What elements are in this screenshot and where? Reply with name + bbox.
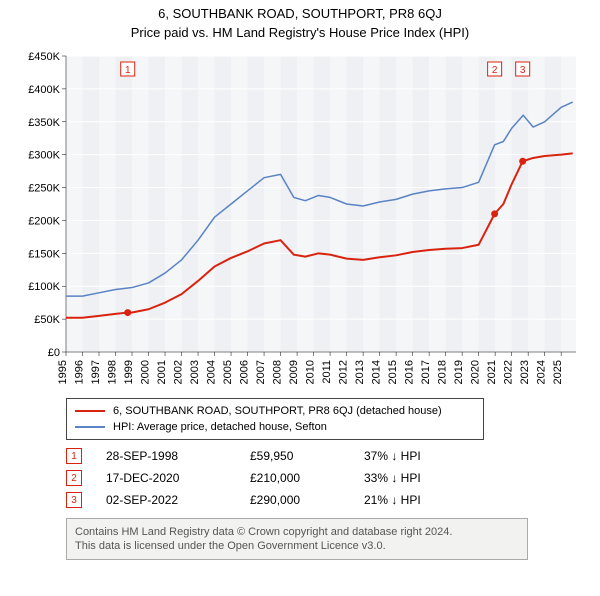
svg-text:2014: 2014	[371, 360, 383, 384]
svg-text:2020: 2020	[470, 360, 482, 384]
footer-line-2: This data is licensed under the Open Gov…	[75, 539, 519, 553]
legend: 6, SOUTHBANK ROAD, SOUTHPORT, PR8 6QJ (d…	[66, 398, 484, 440]
svg-text:2013: 2013	[354, 360, 366, 384]
sale-marker: 1	[66, 448, 82, 464]
svg-text:£250K: £250K	[28, 183, 60, 195]
svg-text:2003: 2003	[189, 360, 201, 384]
sale-row: 1 28-SEP-1998 £59,950 37% ↓ HPI	[66, 448, 572, 464]
svg-text:2002: 2002	[173, 360, 185, 384]
sale-date: 02-SEP-2022	[106, 493, 226, 507]
svg-text:2018: 2018	[437, 360, 449, 384]
svg-text:2017: 2017	[420, 360, 432, 384]
svg-text:£50K: £50K	[34, 314, 60, 326]
svg-text:2019: 2019	[453, 360, 465, 384]
svg-text:£350K: £350K	[28, 117, 60, 129]
svg-text:2: 2	[492, 65, 498, 76]
svg-text:£300K: £300K	[28, 150, 60, 162]
svg-text:1999: 1999	[123, 360, 135, 384]
page-title: 6, SOUTHBANK ROAD, SOUTHPORT, PR8 6QJ	[0, 6, 600, 21]
svg-text:£100K: £100K	[28, 281, 60, 293]
svg-text:1: 1	[125, 65, 131, 76]
sale-date: 17-DEC-2020	[106, 471, 226, 485]
sale-pct: 21% ↓ HPI	[364, 493, 484, 507]
svg-text:£450K: £450K	[28, 52, 60, 63]
svg-text:2006: 2006	[239, 360, 251, 384]
footer-line-1: Contains HM Land Registry data © Crown c…	[75, 525, 519, 539]
svg-text:2004: 2004	[206, 360, 218, 384]
svg-text:2001: 2001	[156, 360, 168, 384]
sale-date: 28-SEP-1998	[106, 449, 226, 463]
svg-text:2008: 2008	[272, 360, 284, 384]
page-subtitle: Price paid vs. HM Land Registry's House …	[0, 25, 600, 40]
svg-text:2009: 2009	[288, 360, 300, 384]
svg-text:£0: £0	[48, 347, 60, 359]
legend-label: 6, SOUTHBANK ROAD, SOUTHPORT, PR8 6QJ (d…	[113, 403, 442, 419]
svg-text:1997: 1997	[90, 360, 102, 384]
svg-text:£200K: £200K	[28, 215, 60, 227]
svg-text:2021: 2021	[486, 360, 498, 384]
sale-row: 2 17-DEC-2020 £210,000 33% ↓ HPI	[66, 470, 572, 486]
legend-swatch	[75, 410, 105, 412]
svg-text:2007: 2007	[255, 360, 267, 384]
svg-text:2015: 2015	[387, 360, 399, 384]
sale-marker: 3	[66, 492, 82, 508]
svg-text:2005: 2005	[222, 360, 234, 384]
legend-row: 6, SOUTHBANK ROAD, SOUTHPORT, PR8 6QJ (d…	[75, 403, 475, 419]
svg-text:3: 3	[520, 65, 526, 76]
legend-row: HPI: Average price, detached house, Seft…	[75, 419, 475, 435]
sale-row: 3 02-SEP-2022 £290,000 21% ↓ HPI	[66, 492, 572, 508]
svg-text:2010: 2010	[305, 360, 317, 384]
svg-text:2012: 2012	[338, 360, 350, 384]
svg-text:1995: 1995	[57, 360, 69, 384]
legend-label: HPI: Average price, detached house, Seft…	[113, 419, 327, 435]
sale-marker: 2	[66, 470, 82, 486]
sales-table: 1 28-SEP-1998 £59,950 37% ↓ HPI 2 17-DEC-2020…	[66, 448, 572, 508]
svg-text:2025: 2025	[552, 360, 564, 384]
svg-text:2011: 2011	[321, 360, 333, 384]
sale-price: £290,000	[250, 493, 340, 507]
legend-swatch	[75, 426, 105, 428]
svg-text:1998: 1998	[107, 360, 119, 384]
svg-text:2000: 2000	[140, 360, 152, 384]
svg-text:£150K: £150K	[28, 248, 60, 260]
svg-text:2024: 2024	[536, 360, 548, 384]
chart: £0 £50K £100K £150K £200K £250K £300K £350K £400…	[20, 52, 580, 392]
svg-text:2022: 2022	[503, 360, 515, 384]
svg-text:1996: 1996	[74, 360, 86, 384]
svg-text:2023: 2023	[519, 360, 531, 384]
footer-note: Contains HM Land Registry data © Crown c…	[66, 518, 528, 560]
chart-svg: £0 £50K £100K £150K £200K £250K £300K £350K £400…	[20, 52, 580, 392]
sale-pct: 37% ↓ HPI	[364, 449, 484, 463]
sale-price: £210,000	[250, 471, 340, 485]
svg-text:2016: 2016	[404, 360, 416, 384]
sale-price: £59,950	[250, 449, 340, 463]
svg-text:£400K: £400K	[28, 84, 60, 96]
sale-pct: 33% ↓ HPI	[364, 471, 484, 485]
